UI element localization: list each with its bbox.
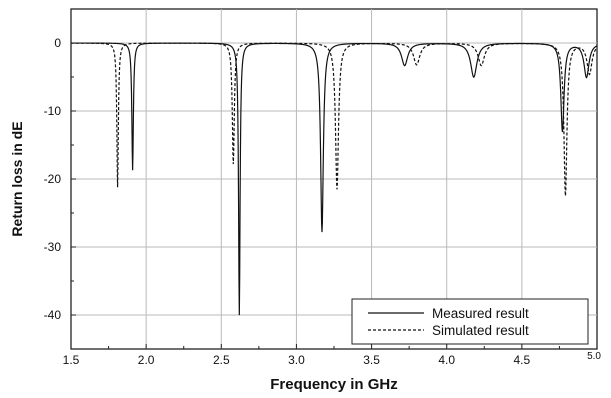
x-tick-label: 2.5	[213, 353, 230, 367]
x-tick-label: 1.5	[63, 353, 80, 367]
x-axis-label: Frequency in GHz	[270, 376, 398, 393]
y-tick-label: -40	[44, 308, 62, 322]
x-tick-label: 4.5	[514, 353, 531, 367]
legend: Measured result Simulated result	[351, 298, 589, 345]
series-layer	[70, 42, 598, 316]
x-tick-label: 5.0	[587, 351, 601, 362]
axis-ticks: 1.5 2.0 2.5 3.0 3.5 4.0 4.5 5.0 0 -10 -20 -30 -40	[44, 8, 601, 367]
y-axis-label: Return loss in dE	[9, 121, 25, 236]
simulated-result-line	[70, 42, 598, 196]
legend-box	[351, 298, 589, 345]
y-tick-label: 0	[54, 36, 61, 50]
y-tick-label: -30	[44, 240, 62, 254]
x-tick-label: 2.0	[138, 353, 155, 367]
legend-label: Measured result	[432, 306, 529, 321]
x-tick-label: 4.0	[438, 353, 455, 367]
y-tick-label: -20	[44, 172, 62, 186]
y-tick-label: -10	[44, 104, 62, 118]
x-tick-label: 3.0	[288, 353, 305, 367]
grid-lines	[71, 9, 597, 349]
legend-label: Simulated result	[432, 323, 529, 338]
x-tick-label: 3.5	[363, 353, 380, 367]
